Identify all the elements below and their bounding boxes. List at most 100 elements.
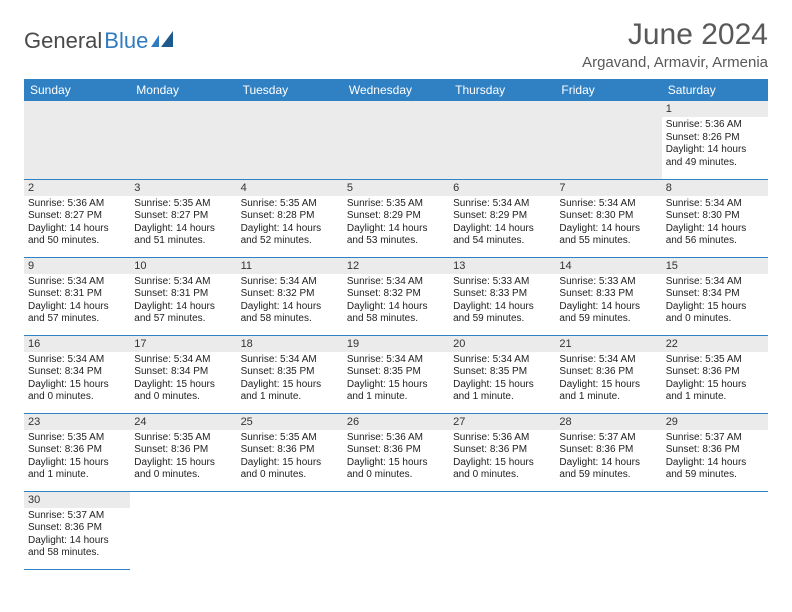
logo-text-dark: General (24, 28, 102, 54)
day-cell: 5Sunrise: 5:35 AMSunset: 8:29 PMDaylight… (343, 179, 449, 257)
day-data: Sunrise: 5:34 AMSunset: 8:31 PMDaylight:… (130, 274, 236, 330)
day-cell: 6Sunrise: 5:34 AMSunset: 8:29 PMDaylight… (449, 179, 555, 257)
day-data: Sunrise: 5:33 AMSunset: 8:33 PMDaylight:… (555, 274, 661, 330)
day-number: 6 (449, 180, 555, 196)
day-cell: 25Sunrise: 5:35 AMSunset: 8:36 PMDayligh… (237, 413, 343, 491)
day-data: Sunrise: 5:34 AMSunset: 8:35 PMDaylight:… (449, 352, 555, 408)
day-number: 20 (449, 336, 555, 352)
day-cell: 13Sunrise: 5:33 AMSunset: 8:33 PMDayligh… (449, 257, 555, 335)
day-header: Wednesday (343, 79, 449, 101)
week-row: 1Sunrise: 5:36 AMSunset: 8:26 PMDaylight… (24, 101, 768, 179)
day-number: 9 (24, 258, 130, 274)
header: General Blue June 2024 Argavand, Armavir… (24, 18, 768, 71)
day-number: 8 (662, 180, 768, 196)
day-number: 27 (449, 414, 555, 430)
day-data: Sunrise: 5:35 AMSunset: 8:36 PMDaylight:… (662, 352, 768, 408)
day-cell: 14Sunrise: 5:33 AMSunset: 8:33 PMDayligh… (555, 257, 661, 335)
day-number: 25 (237, 414, 343, 430)
day-cell: 17Sunrise: 5:34 AMSunset: 8:34 PMDayligh… (130, 335, 236, 413)
day-number: 1 (662, 101, 768, 117)
day-cell: 1Sunrise: 5:36 AMSunset: 8:26 PMDaylight… (662, 101, 768, 179)
empty-cell (555, 491, 661, 569)
logo-text-blue: Blue (104, 28, 148, 54)
week-row: 2Sunrise: 5:36 AMSunset: 8:27 PMDaylight… (24, 179, 768, 257)
day-data: Sunrise: 5:34 AMSunset: 8:30 PMDaylight:… (662, 196, 768, 252)
empty-cell (449, 491, 555, 569)
day-number: 16 (24, 336, 130, 352)
day-data: Sunrise: 5:34 AMSunset: 8:31 PMDaylight:… (24, 274, 130, 330)
day-cell: 2Sunrise: 5:36 AMSunset: 8:27 PMDaylight… (24, 179, 130, 257)
day-data: Sunrise: 5:36 AMSunset: 8:26 PMDaylight:… (662, 117, 768, 173)
day-cell: 7Sunrise: 5:34 AMSunset: 8:30 PMDaylight… (555, 179, 661, 257)
logo: General Blue (24, 28, 173, 54)
day-cell: 3Sunrise: 5:35 AMSunset: 8:27 PMDaylight… (130, 179, 236, 257)
day-cell: 18Sunrise: 5:34 AMSunset: 8:35 PMDayligh… (237, 335, 343, 413)
day-data: Sunrise: 5:34 AMSunset: 8:36 PMDaylight:… (555, 352, 661, 408)
flag-icon (151, 31, 173, 47)
day-number: 12 (343, 258, 449, 274)
day-number: 23 (24, 414, 130, 430)
day-data: Sunrise: 5:34 AMSunset: 8:34 PMDaylight:… (24, 352, 130, 408)
day-data: Sunrise: 5:34 AMSunset: 8:35 PMDaylight:… (237, 352, 343, 408)
day-data: Sunrise: 5:34 AMSunset: 8:32 PMDaylight:… (237, 274, 343, 330)
day-data: Sunrise: 5:33 AMSunset: 8:33 PMDaylight:… (449, 274, 555, 330)
day-data: Sunrise: 5:35 AMSunset: 8:27 PMDaylight:… (130, 196, 236, 252)
day-cell: 22Sunrise: 5:35 AMSunset: 8:36 PMDayligh… (662, 335, 768, 413)
day-number: 17 (130, 336, 236, 352)
empty-cell (343, 101, 449, 179)
day-cell: 8Sunrise: 5:34 AMSunset: 8:30 PMDaylight… (662, 179, 768, 257)
day-number: 28 (555, 414, 661, 430)
day-cell: 11Sunrise: 5:34 AMSunset: 8:32 PMDayligh… (237, 257, 343, 335)
empty-cell (237, 101, 343, 179)
month-title: June 2024 (582, 18, 768, 52)
calendar-table: SundayMondayTuesdayWednesdayThursdayFrid… (24, 79, 768, 570)
day-data: Sunrise: 5:34 AMSunset: 8:35 PMDaylight:… (343, 352, 449, 408)
day-number: 3 (130, 180, 236, 196)
day-cell: 19Sunrise: 5:34 AMSunset: 8:35 PMDayligh… (343, 335, 449, 413)
day-cell: 24Sunrise: 5:35 AMSunset: 8:36 PMDayligh… (130, 413, 236, 491)
day-header: Saturday (662, 79, 768, 101)
empty-cell (449, 101, 555, 179)
day-cell: 16Sunrise: 5:34 AMSunset: 8:34 PMDayligh… (24, 335, 130, 413)
day-data: Sunrise: 5:35 AMSunset: 8:28 PMDaylight:… (237, 196, 343, 252)
day-data: Sunrise: 5:34 AMSunset: 8:30 PMDaylight:… (555, 196, 661, 252)
week-row: 9Sunrise: 5:34 AMSunset: 8:31 PMDaylight… (24, 257, 768, 335)
day-number: 22 (662, 336, 768, 352)
day-cell: 21Sunrise: 5:34 AMSunset: 8:36 PMDayligh… (555, 335, 661, 413)
day-cell: 15Sunrise: 5:34 AMSunset: 8:34 PMDayligh… (662, 257, 768, 335)
day-cell: 29Sunrise: 5:37 AMSunset: 8:36 PMDayligh… (662, 413, 768, 491)
week-row: 23Sunrise: 5:35 AMSunset: 8:36 PMDayligh… (24, 413, 768, 491)
week-row: 30Sunrise: 5:37 AMSunset: 8:36 PMDayligh… (24, 491, 768, 569)
day-header: Friday (555, 79, 661, 101)
day-number: 2 (24, 180, 130, 196)
empty-cell (130, 101, 236, 179)
day-number: 15 (662, 258, 768, 274)
day-cell: 9Sunrise: 5:34 AMSunset: 8:31 PMDaylight… (24, 257, 130, 335)
day-number: 30 (24, 492, 130, 508)
day-number: 26 (343, 414, 449, 430)
day-header-row: SundayMondayTuesdayWednesdayThursdayFrid… (24, 79, 768, 101)
day-data: Sunrise: 5:36 AMSunset: 8:36 PMDaylight:… (343, 430, 449, 486)
day-cell: 12Sunrise: 5:34 AMSunset: 8:32 PMDayligh… (343, 257, 449, 335)
day-cell: 20Sunrise: 5:34 AMSunset: 8:35 PMDayligh… (449, 335, 555, 413)
day-cell: 4Sunrise: 5:35 AMSunset: 8:28 PMDaylight… (237, 179, 343, 257)
day-data: Sunrise: 5:36 AMSunset: 8:36 PMDaylight:… (449, 430, 555, 486)
day-data: Sunrise: 5:35 AMSunset: 8:36 PMDaylight:… (130, 430, 236, 486)
day-data: Sunrise: 5:34 AMSunset: 8:34 PMDaylight:… (662, 274, 768, 330)
day-number: 24 (130, 414, 236, 430)
day-number: 18 (237, 336, 343, 352)
day-cell: 26Sunrise: 5:36 AMSunset: 8:36 PMDayligh… (343, 413, 449, 491)
day-data: Sunrise: 5:37 AMSunset: 8:36 PMDaylight:… (555, 430, 661, 486)
calendar-body: 1Sunrise: 5:36 AMSunset: 8:26 PMDaylight… (24, 101, 768, 569)
day-cell: 30Sunrise: 5:37 AMSunset: 8:36 PMDayligh… (24, 491, 130, 569)
title-block: June 2024 Argavand, Armavir, Armenia (582, 18, 768, 71)
day-data: Sunrise: 5:37 AMSunset: 8:36 PMDaylight:… (662, 430, 768, 486)
day-data: Sunrise: 5:34 AMSunset: 8:29 PMDaylight:… (449, 196, 555, 252)
day-header: Tuesday (237, 79, 343, 101)
empty-cell (237, 491, 343, 569)
empty-cell (662, 491, 768, 569)
location: Argavand, Armavir, Armenia (582, 54, 768, 71)
day-number: 21 (555, 336, 661, 352)
day-data: Sunrise: 5:36 AMSunset: 8:27 PMDaylight:… (24, 196, 130, 252)
day-number: 7 (555, 180, 661, 196)
